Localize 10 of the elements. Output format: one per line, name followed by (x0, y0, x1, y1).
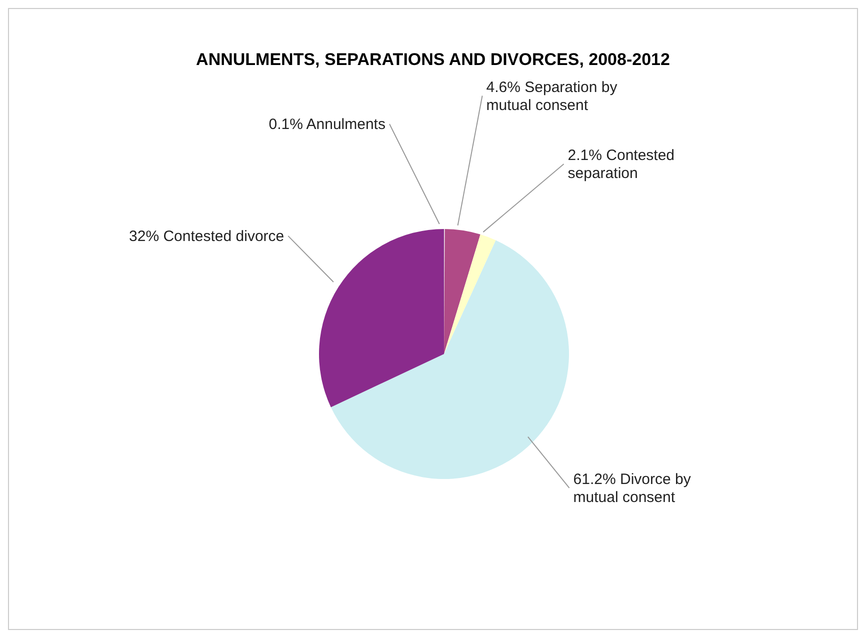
slice-label: 4.6% Separation by mutual consent (486, 78, 618, 114)
slice-label: 0.1% Annulments (268, 116, 386, 132)
pie-slice (330, 240, 569, 479)
chart-title: ANNULMENTS, SEPARATIONS AND DIVORCES, 2008-2012 (196, 50, 670, 69)
slice-label: 61.2% Divorce by mutual consent (573, 470, 692, 506)
slice-label: 32% Contested divorce (129, 227, 284, 244)
pie-slice (444, 229, 480, 354)
pie-slice (319, 229, 444, 408)
pie-slice (444, 234, 496, 354)
slice-label: 2.1% Contested separation (568, 146, 675, 182)
